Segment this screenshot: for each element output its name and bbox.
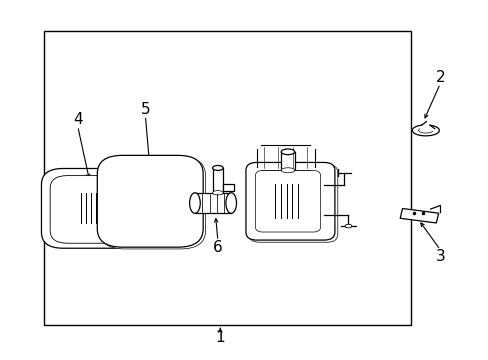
Bar [212,168,223,193]
Ellipse shape [212,191,223,195]
Bar [281,152,294,170]
Ellipse shape [281,149,294,155]
FancyBboxPatch shape [100,157,205,249]
Bar [399,208,438,223]
Bar [223,184,233,192]
Text: 6: 6 [213,240,223,255]
Text: 3: 3 [434,249,444,264]
Text: 4: 4 [73,112,82,127]
FancyBboxPatch shape [255,171,320,232]
FancyBboxPatch shape [50,176,127,243]
Bar [195,193,231,213]
Text: 1: 1 [215,330,224,345]
Text: 5: 5 [140,102,150,117]
FancyBboxPatch shape [248,165,337,242]
Ellipse shape [212,166,223,170]
Bar [44,31,410,325]
FancyBboxPatch shape [245,162,334,240]
FancyBboxPatch shape [97,156,203,247]
FancyBboxPatch shape [41,168,133,248]
Ellipse shape [281,168,294,173]
Ellipse shape [345,224,351,228]
Text: 2: 2 [435,70,444,85]
Ellipse shape [189,193,200,213]
Ellipse shape [225,193,236,213]
